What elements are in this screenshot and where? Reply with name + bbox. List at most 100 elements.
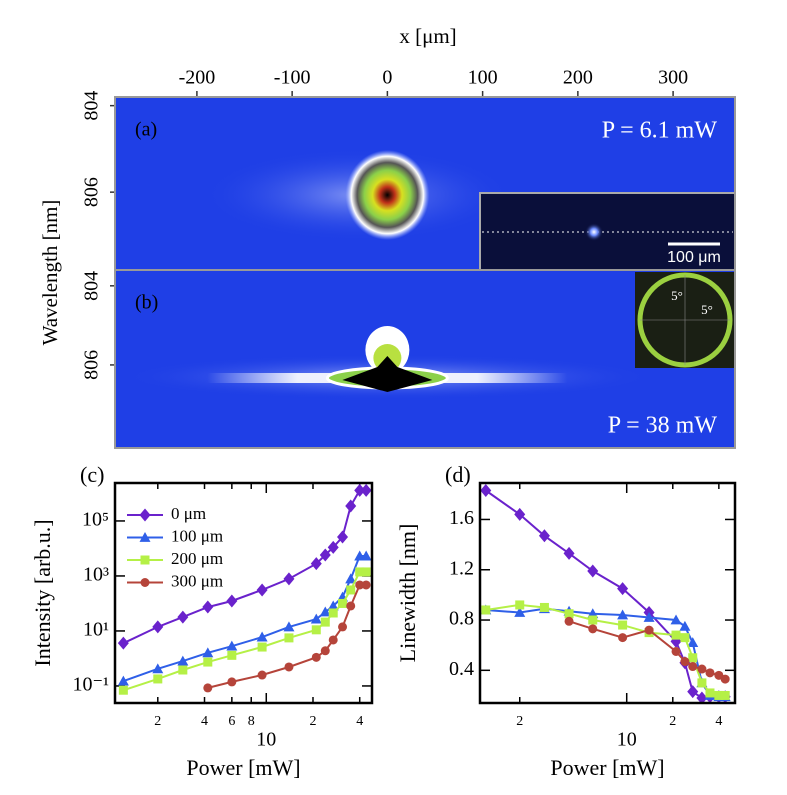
- marker: [338, 598, 348, 608]
- image-layer: [115, 97, 735, 270]
- marker: [257, 642, 267, 652]
- x-tick-label: 2: [516, 714, 523, 729]
- marker: [345, 499, 357, 513]
- x-axis-label: Power [mW]: [550, 755, 664, 780]
- plot-area: [480, 484, 731, 703]
- plot-area: [117, 483, 372, 695]
- marker: [679, 620, 691, 631]
- marker: [697, 678, 707, 688]
- marker: [360, 550, 372, 561]
- marker: [697, 664, 707, 674]
- marker: [680, 633, 690, 643]
- marker: [539, 602, 549, 612]
- marker: [177, 655, 189, 666]
- marker: [256, 583, 268, 597]
- x-tick-label: 0: [382, 67, 392, 89]
- y-tick-label: 0.4: [449, 658, 474, 680]
- marker: [311, 625, 321, 635]
- marker: [696, 691, 708, 703]
- marker: [345, 573, 357, 584]
- marker: [178, 665, 188, 675]
- x-axis-label: Power [mW]: [186, 755, 300, 780]
- marker: [687, 637, 699, 648]
- marker: [256, 631, 268, 642]
- marker: [587, 564, 599, 578]
- marker: [481, 605, 491, 615]
- marker: [311, 652, 321, 662]
- marker: [618, 633, 628, 643]
- x-axis-label: x [μm]: [399, 24, 456, 48]
- marker: [202, 600, 214, 614]
- marker: [688, 653, 698, 663]
- scale-label: 100 μm: [667, 249, 721, 266]
- marker: [538, 529, 550, 543]
- x-tick-label: 2: [669, 714, 676, 729]
- angle-label: 5°: [671, 288, 683, 303]
- marker: [227, 677, 237, 687]
- marker: [617, 582, 629, 596]
- x-tick-label: 100: [468, 67, 498, 89]
- marker: [284, 633, 294, 643]
- x-tick-label: 10: [256, 729, 276, 751]
- marker: [202, 647, 214, 658]
- y-tick-label: 806: [81, 350, 103, 380]
- marker: [310, 613, 322, 624]
- marker: [360, 483, 372, 497]
- x-tick-label: 300: [658, 67, 688, 89]
- x-tick-label: 8: [248, 714, 255, 729]
- panel-label: (d): [445, 462, 471, 487]
- marker: [514, 507, 526, 521]
- image-layer: [115, 270, 735, 448]
- marker: [319, 548, 331, 562]
- marker: [328, 635, 338, 645]
- marker: [327, 600, 339, 611]
- marker: [203, 683, 213, 693]
- marker: [117, 675, 129, 686]
- marker: [284, 662, 294, 672]
- marker: [564, 616, 574, 626]
- x-tick-label: 6: [228, 714, 235, 729]
- legend-label: 300 μm: [171, 571, 223, 590]
- legend-label: 100 μm: [171, 526, 223, 545]
- marker: [346, 601, 356, 611]
- marker: [320, 617, 330, 627]
- y-tick-label: 10³: [83, 564, 109, 586]
- marker: [319, 606, 331, 617]
- marker: [618, 620, 628, 630]
- legend-label: 200 μm: [171, 549, 223, 568]
- series-line: [122, 489, 367, 645]
- marker: [337, 530, 349, 544]
- x-tick-label: 4: [356, 714, 363, 729]
- marker: [338, 622, 348, 632]
- y-tick-label: 1.2: [449, 557, 474, 579]
- marker: [355, 580, 365, 590]
- marker: [588, 624, 598, 634]
- core: [342, 356, 433, 392]
- y-tick-label: 804: [81, 91, 103, 121]
- marker: [564, 609, 574, 619]
- marker: [328, 608, 338, 618]
- marker: [643, 612, 655, 622]
- x-tick-label: 2: [309, 714, 316, 729]
- y-tick-label: 806: [81, 177, 103, 207]
- marker: [140, 578, 150, 587]
- marker: [117, 636, 129, 650]
- marker: [720, 690, 730, 700]
- marker: [320, 646, 330, 656]
- plot-frame: [113, 481, 374, 705]
- plot-frame: [114, 269, 736, 449]
- marker: [617, 609, 629, 620]
- marker: [705, 668, 715, 678]
- marker: [714, 690, 724, 700]
- angle-label: 5°: [701, 302, 713, 317]
- x-tick-label: -200: [179, 67, 216, 89]
- marker: [283, 621, 295, 632]
- marker: [310, 557, 322, 571]
- marker: [327, 540, 339, 554]
- annotation: P = 38 mW: [608, 413, 718, 439]
- x-tick-label: 4: [715, 714, 722, 729]
- x-tick-label: 200: [563, 67, 593, 89]
- plot-frame: [478, 481, 737, 705]
- marker: [688, 662, 698, 672]
- panel-label: (c): [80, 462, 104, 487]
